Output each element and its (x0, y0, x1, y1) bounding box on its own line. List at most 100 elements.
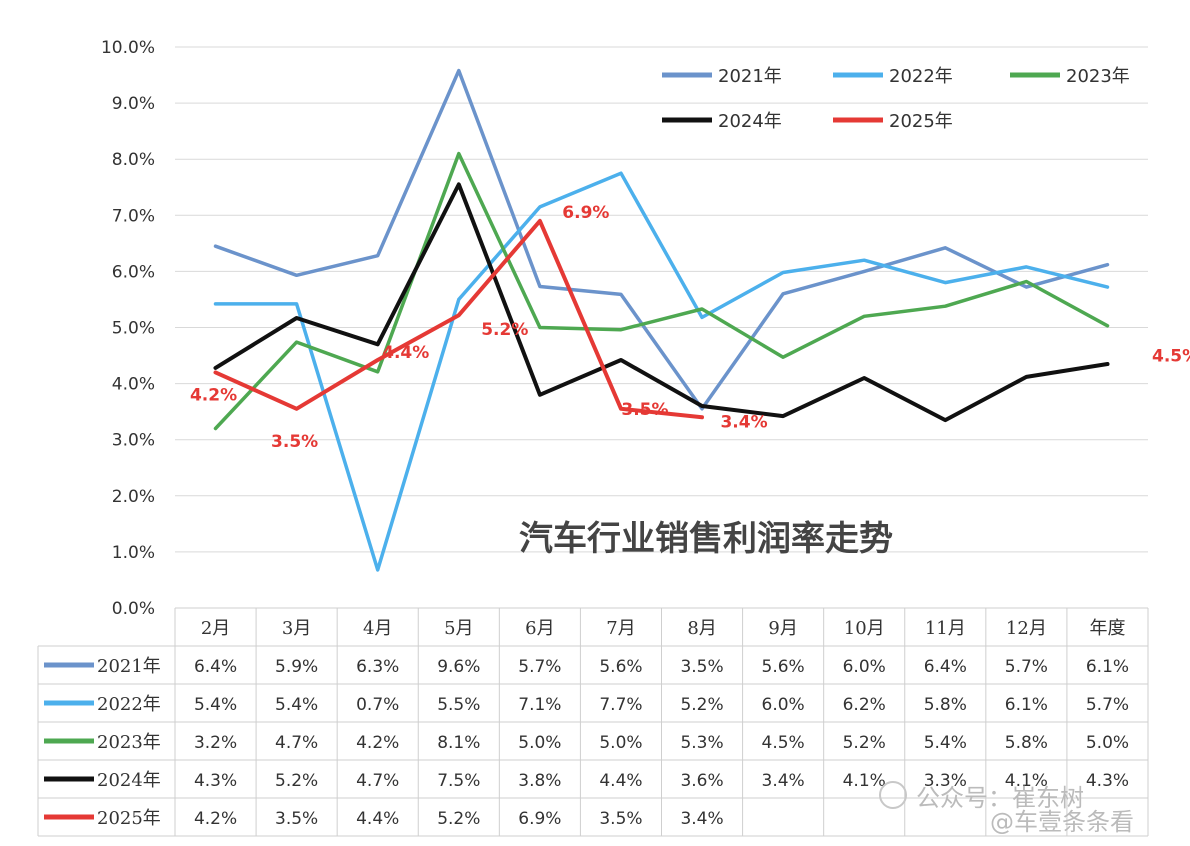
data-label: 5.2% (481, 320, 528, 340)
y-tick-label: 8.0% (112, 150, 155, 170)
table-cell: 6.2% (843, 695, 886, 715)
table-header-cell: 12月 (1006, 618, 1047, 639)
table-cell: 6.0% (843, 657, 886, 677)
table-cell: 4.7% (275, 733, 318, 753)
data-label: 4.5% (1152, 347, 1190, 367)
table-cell: 6.3% (356, 657, 399, 677)
y-tick-label: 6.0% (112, 262, 155, 282)
table-header-cell: 3月 (282, 618, 311, 639)
series-line-5 (213, 218, 704, 420)
table-cell: 6.1% (1005, 695, 1048, 715)
table-row-label: 2024年 (97, 770, 161, 791)
table-cell: 4.5% (762, 733, 805, 753)
wechat-icon (879, 781, 907, 809)
table-header-cell: 8月 (687, 618, 716, 639)
table-cell: 5.2% (437, 809, 480, 829)
series-line-2 (213, 171, 1110, 572)
table-cell: 5.0% (1086, 733, 1129, 753)
table-cell: 4.2% (356, 733, 399, 753)
data-label: 4.4% (382, 343, 429, 363)
table-cell: 3.5% (599, 809, 642, 829)
data-table: 2月 3月 4月 5月 6月 7月 8月 9月 10月 11月 12月 年度 2021年 6.4% 5.9%… (37, 607, 1149, 837)
table-cell: 3.5% (680, 657, 723, 677)
table-cell: 7.5% (437, 771, 480, 791)
legend: 2021年 2022年 2023年 2024年 2025年 (662, 66, 1130, 132)
table-cell: 5.4% (924, 733, 967, 753)
data-labels: 4.2% 3.5% 4.4% 5.2% 6.9% 3.5% 3.4% 4.5% (190, 203, 1190, 452)
legend-label: 2021年 (718, 66, 782, 87)
watermark: 公众号：崔东树 @车壹条条看 (879, 781, 1134, 836)
table-cell: 3.4% (762, 771, 805, 791)
table-cell: 4.4% (356, 809, 399, 829)
table-cell: 3.5% (275, 809, 318, 829)
table-cell: 6.4% (924, 657, 967, 677)
table-cell: 5.8% (1005, 733, 1048, 753)
table-cell: 5.6% (599, 657, 642, 677)
table-cell: 4.4% (599, 771, 642, 791)
table-cell: 8.1% (437, 733, 480, 753)
series-line-4 (213, 182, 1110, 423)
legend-label: 2024年 (718, 111, 782, 132)
table-cell: 5.2% (680, 695, 723, 715)
table-cell: 3.8% (518, 771, 561, 791)
data-label: 4.2% (190, 385, 237, 405)
chart-title: 汽车行业销售利润率走势 (519, 519, 893, 559)
table-cell: 3.6% (680, 771, 723, 791)
table-cell: 5.3% (680, 733, 723, 753)
y-tick-label: 0.0% (112, 599, 155, 619)
table-cell: 5.2% (843, 733, 886, 753)
table-cell: 5.7% (518, 657, 561, 677)
table-cell: 6.4% (194, 657, 237, 677)
table-cell: 4.1% (1005, 771, 1048, 791)
table-row-label: 2023年 (97, 732, 161, 753)
y-tick-label: 5.0% (112, 319, 155, 339)
data-label: 3.4% (720, 412, 767, 432)
table-cell: 5.7% (1086, 695, 1129, 715)
legend-label: 2023年 (1066, 66, 1130, 87)
table-header-cell: 11月 (925, 618, 966, 639)
data-label: 3.5% (621, 400, 668, 420)
table-cell: 3.3% (924, 771, 967, 791)
watermark-account: 公众号：崔东树 (916, 784, 1084, 812)
series-lines (213, 68, 1110, 572)
table-header-cell: 10月 (844, 618, 885, 639)
table-header-cell: 7月 (606, 618, 635, 639)
table-cell: 5.4% (275, 695, 318, 715)
legend-label: 2022年 (889, 66, 953, 87)
table-row-label: 2022年 (97, 694, 161, 715)
y-tick-label: 2.0% (112, 487, 155, 507)
table-cell: 5.4% (194, 695, 237, 715)
table-cell: 4.1% (843, 771, 886, 791)
table-cell: 5.0% (518, 733, 561, 753)
table-cell: 7.7% (599, 695, 642, 715)
table-cell: 0.7% (356, 695, 399, 715)
table-cell: 6.9% (518, 809, 561, 829)
table-cell: 5.2% (275, 771, 318, 791)
table-cell: 5.8% (924, 695, 967, 715)
table-row-label: 2025年 (97, 808, 161, 829)
table-cell: 4.7% (356, 771, 399, 791)
y-tick-label: 3.0% (112, 431, 155, 451)
y-tick-label: 1.0% (112, 543, 155, 563)
y-tick-label: 10.0% (101, 38, 155, 58)
table-cell: 5.0% (599, 733, 642, 753)
table-cell: 5.9% (275, 657, 318, 677)
data-label: 6.9% (562, 203, 609, 223)
y-axis-ticks: 0.0% 1.0% 2.0% 3.0% 4.0% 5.0% 6.0% 7.0% 8.0% 9.0%… (101, 38, 155, 619)
legend-label: 2025年 (889, 111, 953, 132)
table-cell: 7.1% (518, 695, 561, 715)
table-cell: 5.6% (762, 657, 805, 677)
table-cell: 3.2% (194, 733, 237, 753)
table-cell: 9.6% (437, 657, 480, 677)
series-line-1 (213, 68, 1110, 411)
y-tick-label: 4.0% (112, 375, 155, 395)
y-tick-label: 7.0% (112, 206, 155, 226)
table-row-label: 2021年 (97, 656, 161, 677)
data-label: 3.5% (271, 432, 318, 452)
table-cell: 4.3% (1086, 771, 1129, 791)
table-cell: 3.4% (680, 809, 723, 829)
table-header-cell: 9月 (768, 618, 797, 639)
table-header-cell: 5月 (444, 618, 473, 639)
table-cell: 5.5% (437, 695, 480, 715)
